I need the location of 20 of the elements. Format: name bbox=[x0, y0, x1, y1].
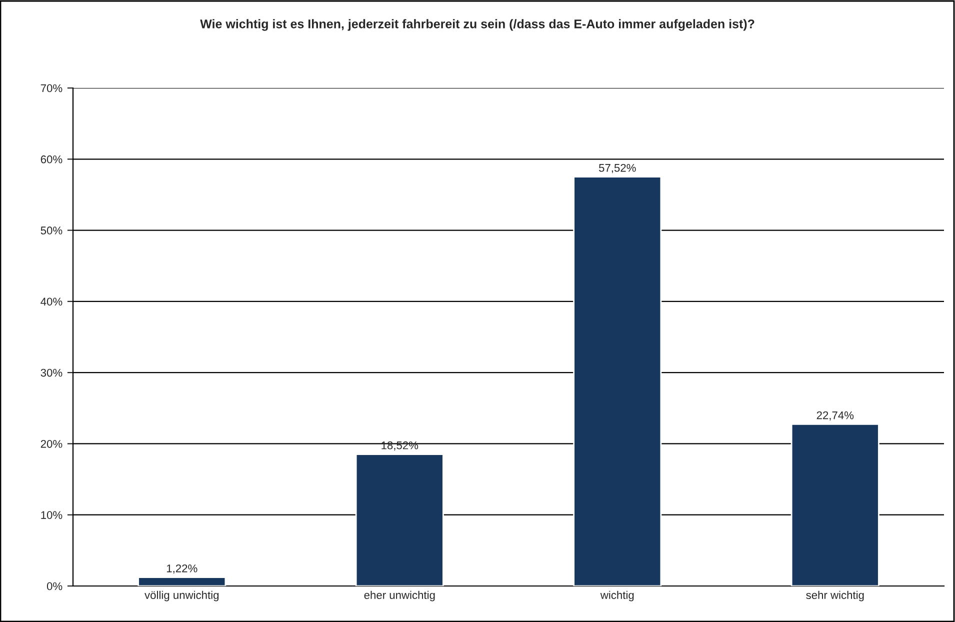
bar bbox=[355, 454, 444, 586]
y-tick-label: 40% bbox=[40, 298, 62, 306]
x-tick-label: wichtig bbox=[600, 590, 634, 602]
data-label: 1,22% bbox=[166, 564, 198, 574]
y-tick-label: 50% bbox=[40, 226, 62, 234]
x-tick-label: eher unwichtig bbox=[364, 590, 435, 602]
chart-title: Wie wichtig ist es Ihnen, jederzeit fahrbereit zu sein (/dass das E-Auto immer aufgeladen ist)? bbox=[200, 19, 754, 31]
y-tick-label: 70% bbox=[40, 84, 62, 92]
x-tick-label: völlig unwichtig bbox=[144, 590, 219, 602]
x-tick-label: sehr wichtig bbox=[806, 590, 864, 602]
y-tick-label: 0% bbox=[46, 582, 62, 590]
data-label: 22,74% bbox=[816, 411, 854, 421]
y-tick-label: 10% bbox=[41, 511, 62, 519]
y-tick-label: 30% bbox=[40, 368, 62, 377]
bar bbox=[138, 576, 226, 586]
bar bbox=[790, 424, 880, 586]
bar bbox=[573, 176, 662, 586]
data-label: 57,52% bbox=[598, 164, 636, 174]
y-tick-label: 20% bbox=[40, 440, 62, 448]
y-tick-label: 60% bbox=[40, 155, 62, 164]
